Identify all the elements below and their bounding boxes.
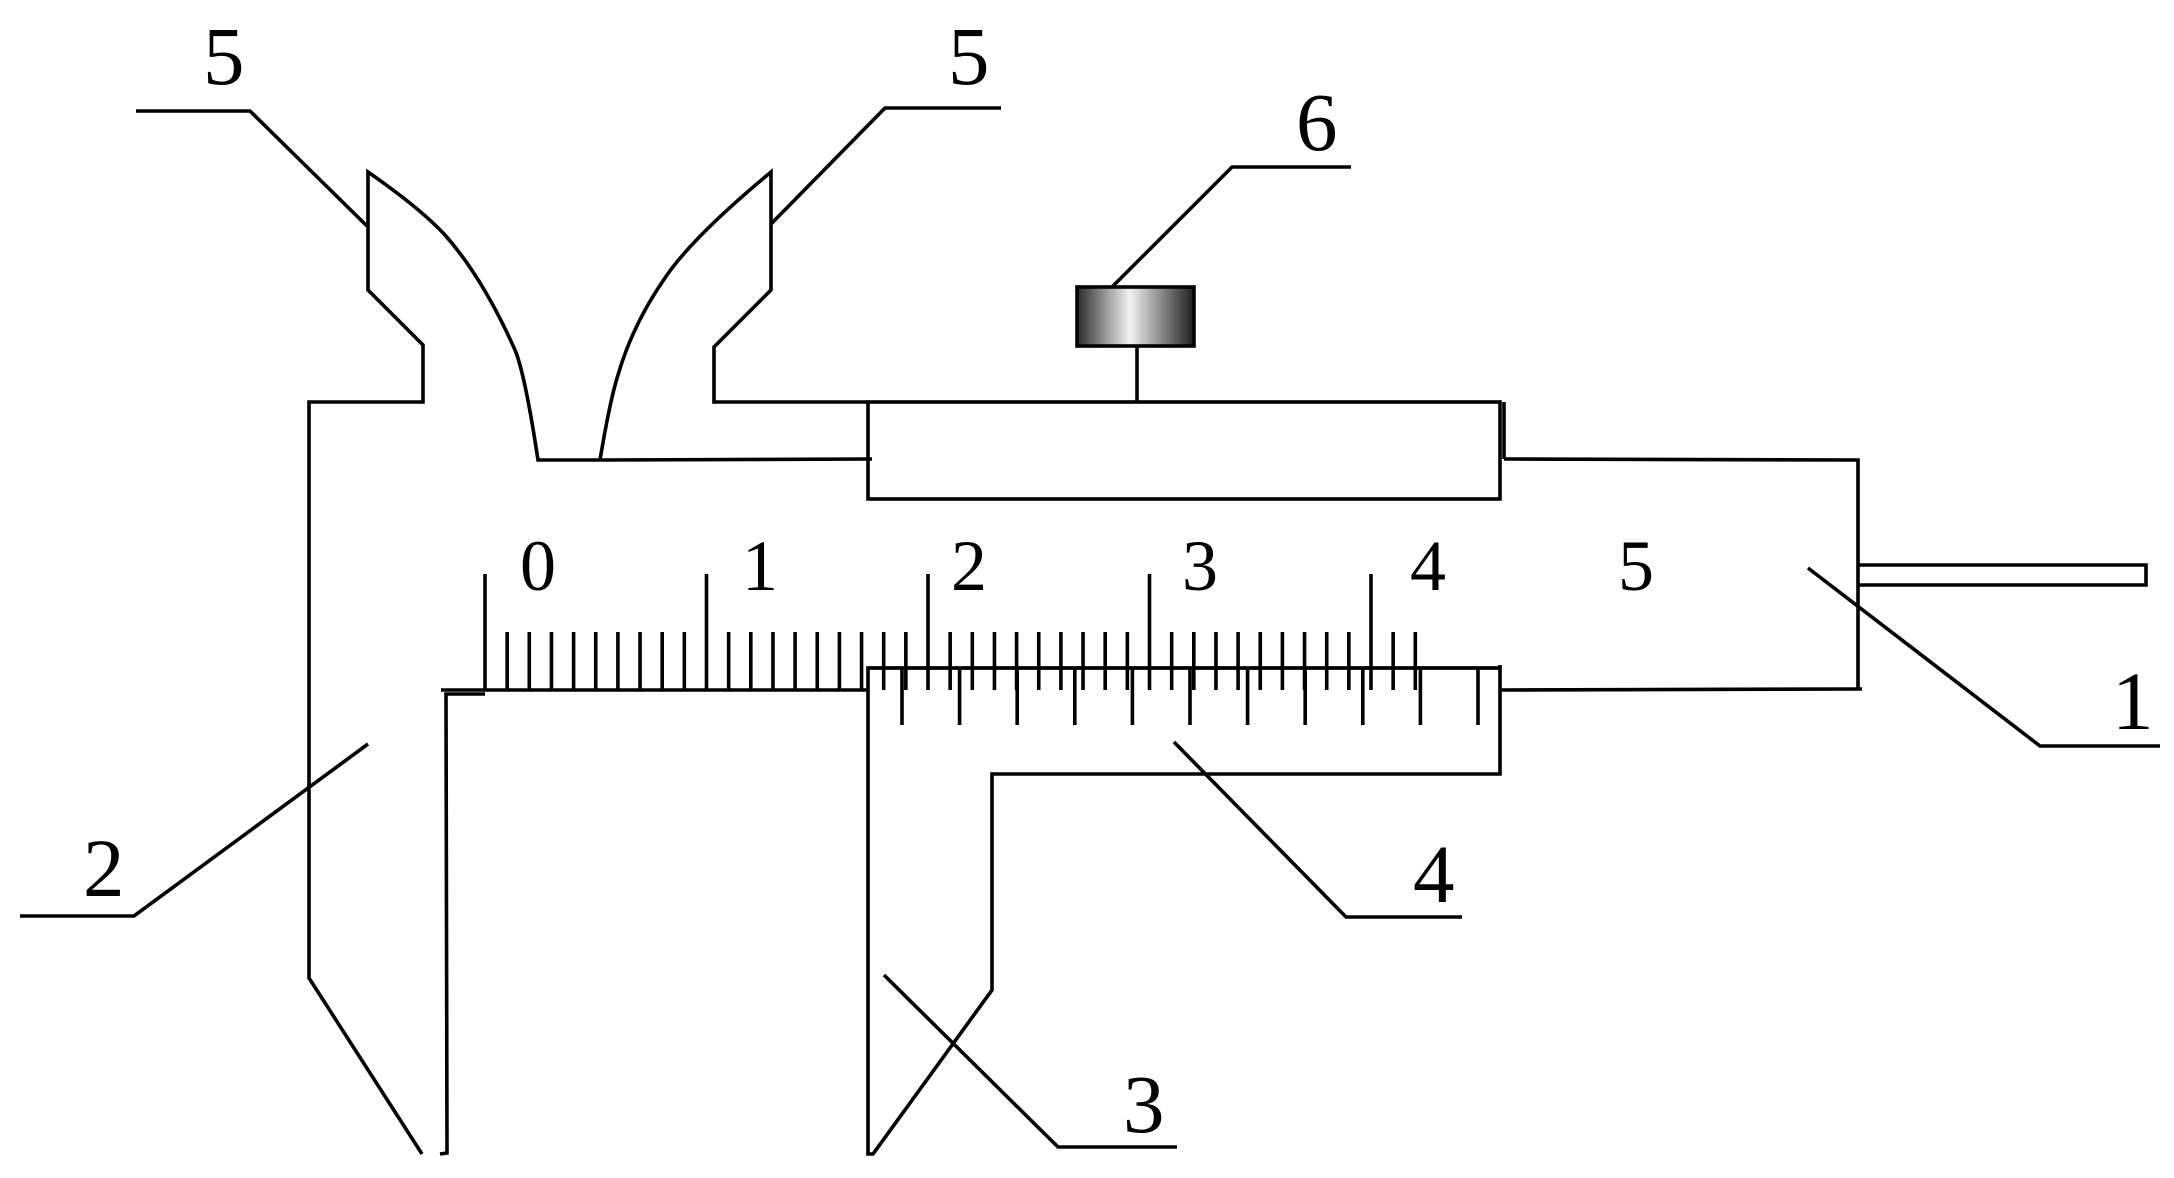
- leader-line-1: [1806, 566, 2160, 748]
- sliding-upper-jaw-outline: [598, 168, 868, 461]
- main-scale-number: 1: [742, 526, 778, 606]
- leader-line-2: [20, 742, 370, 918]
- callout-label-3: 3: [1123, 1058, 1165, 1150]
- fixed-jaw-outline: [307, 168, 873, 1156]
- leader-line-6: [1110, 165, 1351, 289]
- depth-rod: [1858, 563, 2148, 587]
- callout-label-5-left: 5: [203, 10, 245, 102]
- locking-screw-head: [1075, 285, 1196, 348]
- callout-label-6: 6: [1296, 76, 1338, 168]
- callout-label-5-right: 5: [948, 10, 990, 102]
- leader-line-5-left: [136, 109, 370, 229]
- leader-line-5-right: [769, 106, 1001, 226]
- main-scale-number: 2: [951, 526, 987, 606]
- main-scale-number: 4: [1410, 526, 1446, 606]
- leader-line-3: [882, 973, 1177, 1149]
- main-scale-numbers: 0 1 2 3 4 5: [520, 526, 1654, 606]
- main-beam-outline: [1500, 457, 1863, 692]
- callout-label-1: 1: [2112, 655, 2154, 747]
- main-scale-number: 0: [520, 526, 556, 606]
- main-scale-ticks: [441, 574, 1418, 692]
- callout-label-4: 4: [1413, 828, 1455, 920]
- vernier-scale-ticks: [900, 668, 1480, 725]
- main-scale-number: 3: [1182, 526, 1218, 606]
- vernier-slider-outline: [866, 665, 1502, 1156]
- main-scale-number: 5: [1618, 526, 1654, 606]
- leader-line-4: [1172, 740, 1462, 919]
- slider-top-block: [866, 400, 1502, 501]
- callout-label-2: 2: [83, 822, 125, 914]
